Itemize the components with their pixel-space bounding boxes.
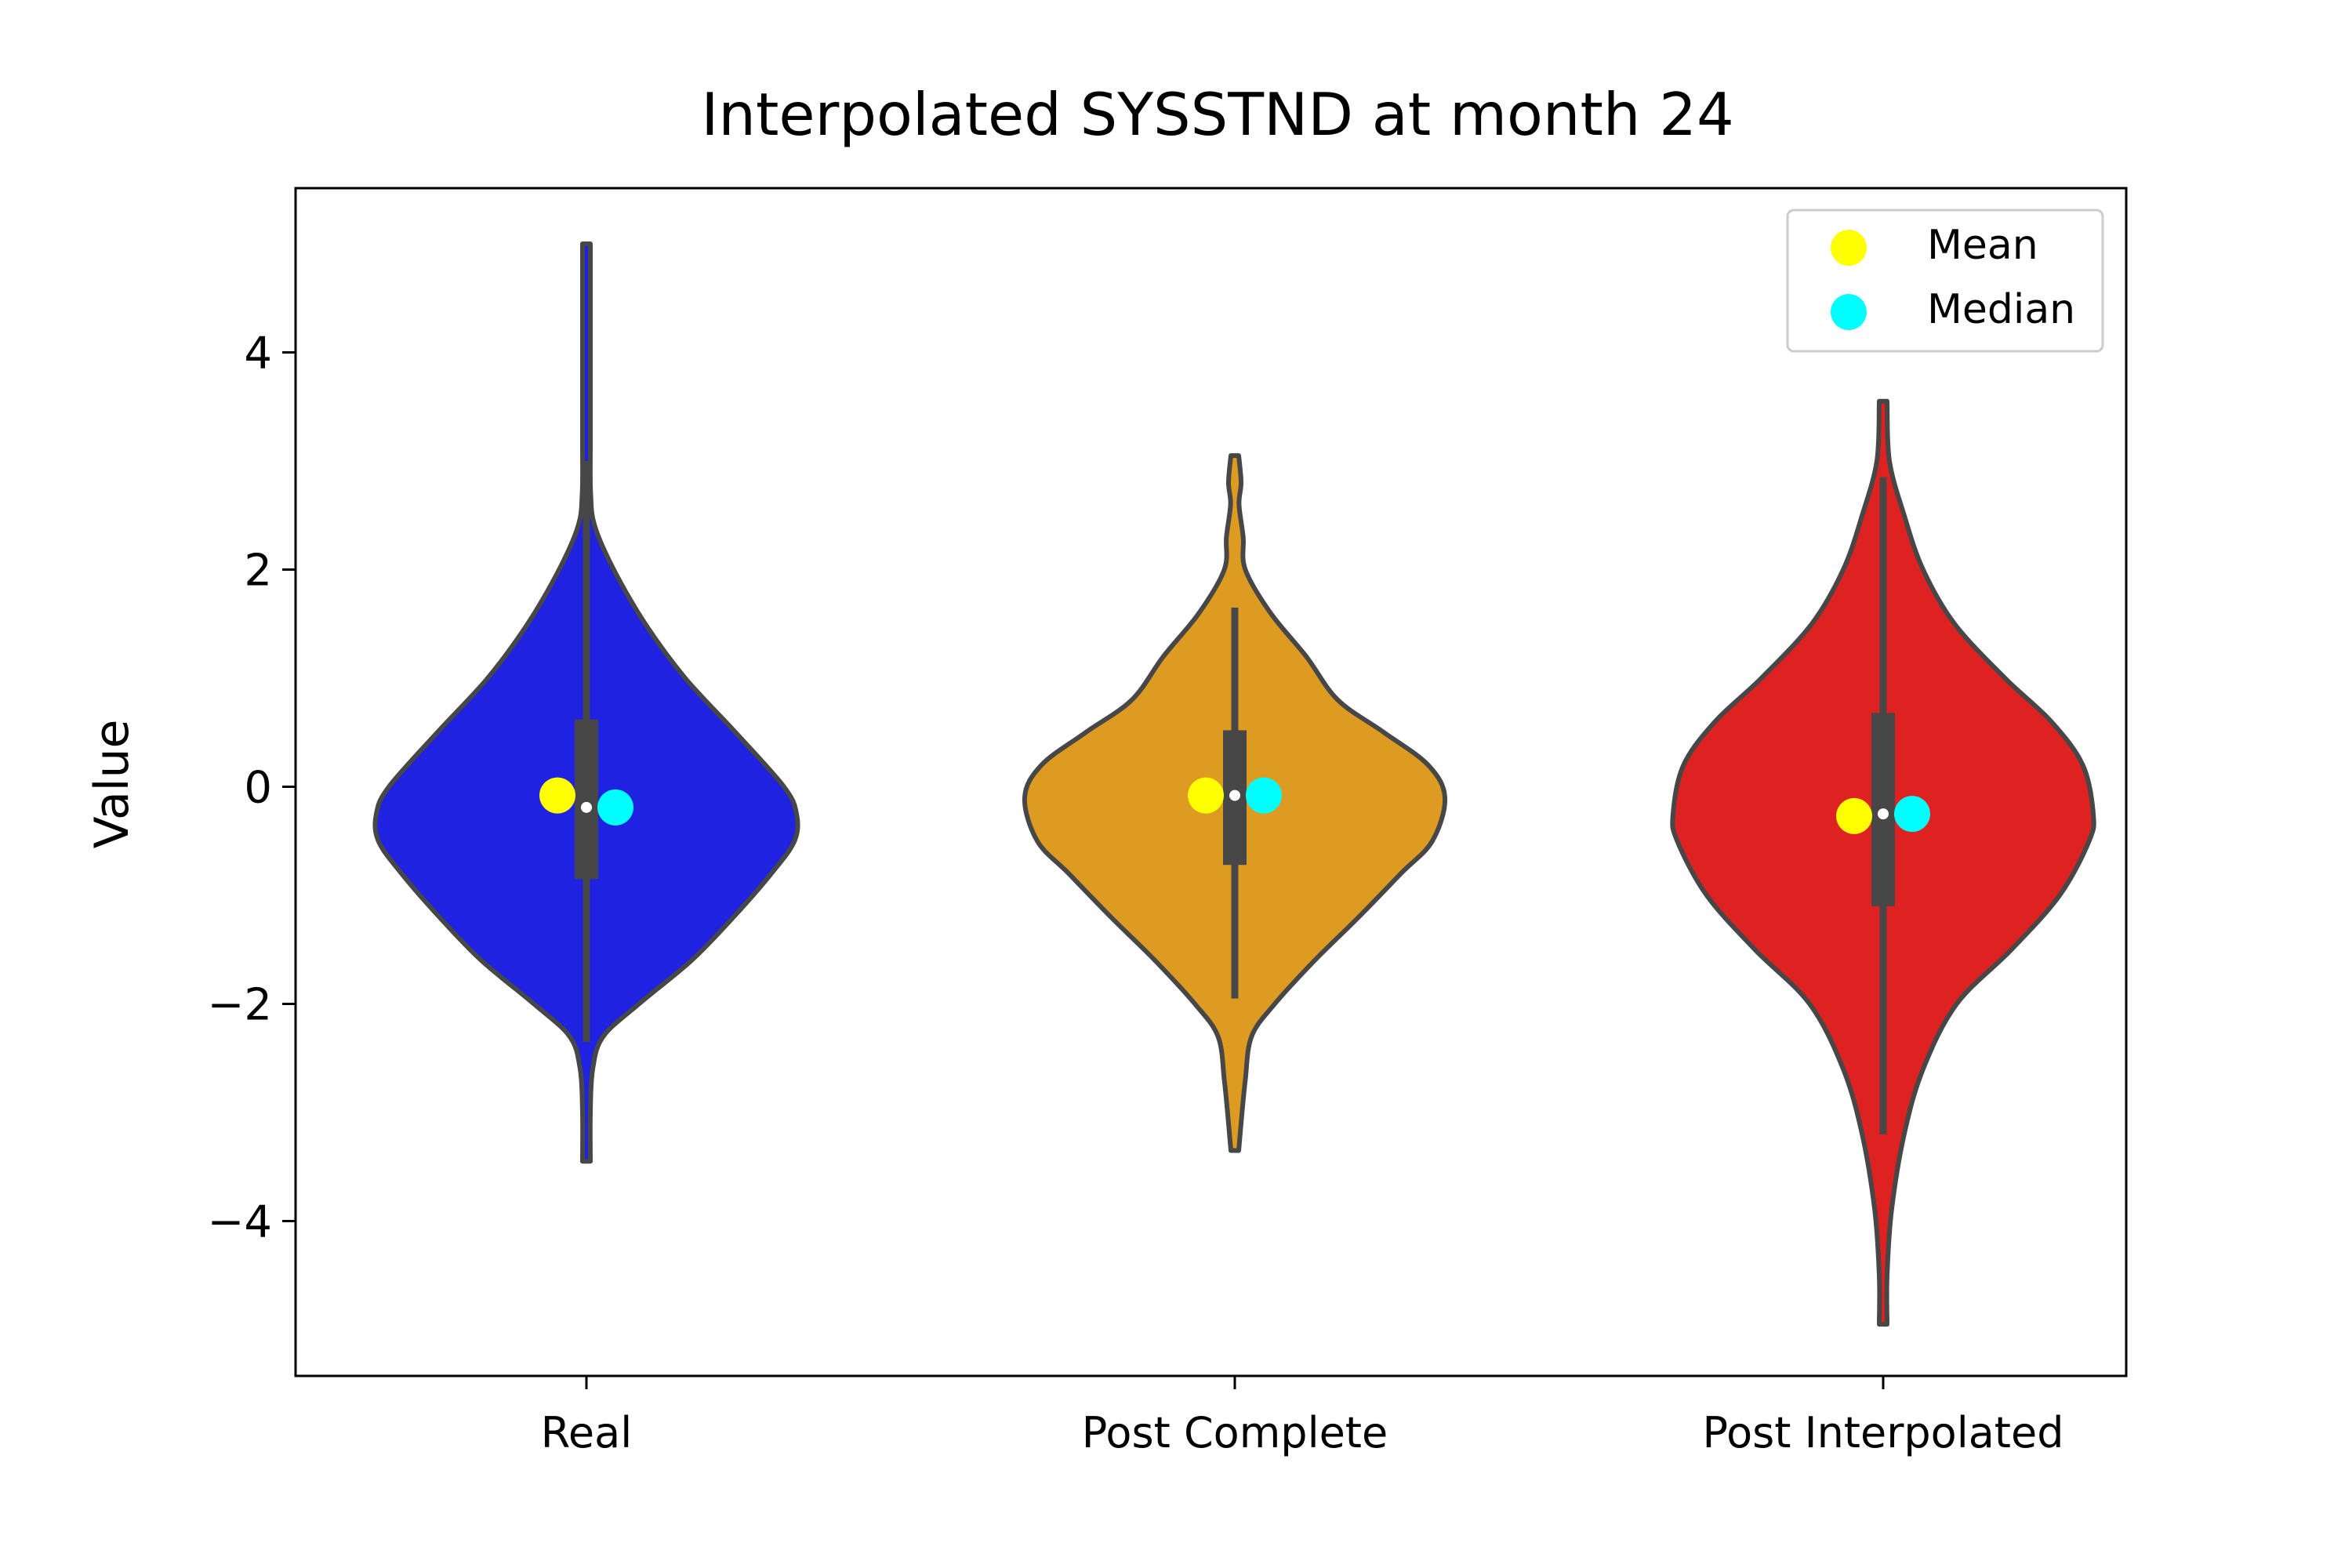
median-dot-post-complete <box>1229 789 1240 801</box>
mean-marker-real <box>539 777 575 814</box>
median-marker-post-interpolated <box>1894 796 1930 833</box>
x-tick-label: Post Complete <box>1082 1408 1388 1457</box>
y-tick-label: −2 <box>207 980 272 1031</box>
legend: Mean Median <box>1786 209 2104 353</box>
legend-mean-label: Mean <box>1927 222 2038 269</box>
y-tick-label: −4 <box>207 1197 272 1248</box>
points-layer <box>539 777 1930 834</box>
x-tick-label: Real <box>541 1408 632 1457</box>
chart-title: Interpolated SYSSTND at month 24 <box>701 80 1733 149</box>
mean-marker-post-interpolated <box>1836 797 1872 834</box>
iqr-box-real <box>575 719 598 880</box>
y-tick-label: 0 <box>244 763 272 814</box>
y-axis-label: Value <box>85 720 140 849</box>
legend-mean-marker <box>1831 230 1867 266</box>
legend-median-marker <box>1831 294 1867 330</box>
x-axis-ticks: Real Post Complete Post Interpolated <box>541 1376 2064 1457</box>
median-marker-post-complete <box>1246 777 1282 814</box>
legend-median-label: Median <box>1927 286 2075 333</box>
y-axis-ticks: −4 −2 0 2 4 <box>207 328 296 1248</box>
median-dot-post-interpolated <box>1878 808 1889 820</box>
plot-frame <box>294 187 2128 1377</box>
boxes-layer <box>575 461 1895 1134</box>
y-tick-label: 4 <box>244 328 272 379</box>
y-tick-label: 2 <box>244 546 272 597</box>
median-marker-real <box>597 789 633 826</box>
x-tick-label: Post Interpolated <box>1703 1408 2064 1457</box>
median-dot-real <box>581 801 592 813</box>
mean-marker-post-complete <box>1188 777 1224 814</box>
